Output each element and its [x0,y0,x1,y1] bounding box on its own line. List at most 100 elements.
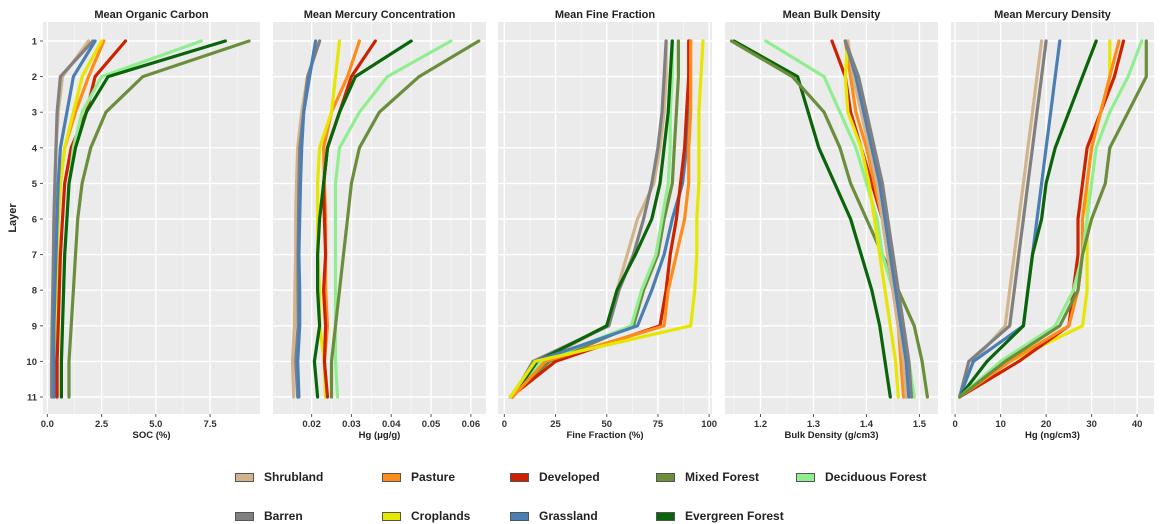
series-line-pasture [957,39,1121,399]
x-tick-label: 20 [1041,419,1052,430]
panel-title: Mean Organic Carbon [94,9,209,21]
legend-swatch-shrubland [235,472,254,482]
series-line-evergreen-forest [732,39,892,399]
panel-mean-fine-fraction: Mean Fine Fraction 0 25 50 75 100 Fine Fractio… [498,9,717,441]
series-line-evergreen-forest [312,39,413,399]
legend-item-grassland: Grassland [510,509,598,523]
x-axis-label: Hg (ng/cm3) [1025,430,1080,441]
panel-background [43,22,260,414]
series-line-evergreen-forest [957,39,1098,399]
x-tick-label: 1.3 [807,419,820,430]
legend-item-evergreen-forest: Evergreen Forest [656,509,784,523]
series-line-barren [957,39,1048,399]
legend-swatch-developed [510,472,529,482]
legend-label-pasture: Pasture [411,470,456,484]
panel-mean-mercury-concentration: Mean Mercury Concentration 0.02 0.03 0.04 0.… [273,9,486,441]
x-tick-label: 0.02 [302,419,321,430]
panel-mean-organic-carbon: Mean Organic Carbon 0.0 2.5 5.0 7.5 SOC (%) 1 2… [26,9,260,441]
legend-label-shrubland: Shrubland [264,470,324,484]
series-line-croplands [508,39,705,399]
x-tick-label: 1.2 [754,419,767,430]
legend-item-deciduous-forest: Deciduous Forest [796,470,926,484]
series-line-mixed-forest [67,39,251,399]
charts-canvas: Layer Mean Organic Carbon 0.0 2.5 5.0 7.5 SOC… [7,9,1154,441]
panel-title: Mean Bulk Density [783,9,882,21]
y-tick-label: 2 [32,72,37,83]
y-tick-label: 7 [32,250,37,261]
series-line-evergreen-forest [59,39,227,399]
y-axis-label: Layer [7,203,19,233]
x-axis-label: Hg (μg/g) [359,430,401,441]
legend-label-deciduous-forest: Deciduous Forest [825,470,927,484]
x-axis-label: Fine Fraction (%) [566,430,643,441]
y-tick-label: 11 [27,393,38,404]
panel-title: Mean Mercury Concentration [304,9,456,21]
x-tick-label: 2.5 [95,419,109,430]
y-tick-label: 1 [32,37,38,48]
legend-label-developed: Developed [539,470,600,484]
series-line-croplands [316,39,342,399]
panel-title: Mean Mercury Density [994,9,1112,21]
legend-swatch-mixed-forest [656,472,675,482]
legend: Shrubland Pasture Developed Mixed Forest… [0,462,1161,524]
legend-item-croplands: Croplands [382,509,470,523]
legend-item-mixed-forest: Mixed Forest [656,470,759,484]
x-tick-label: 40 [1132,419,1143,430]
x-axis-label: Bulk Density (g/cm3) [785,430,879,441]
series-line-grassland [843,39,911,399]
series-line-mixed-forest [729,39,930,399]
x-tick-label: 5.0 [149,419,162,430]
legend-swatch-croplands [382,511,401,521]
series-line-grassland [296,39,318,399]
x-axis-label: SOC (%) [133,430,171,441]
series-line-croplands [843,39,900,399]
x-tick-label: 0.0 [41,419,54,430]
x-tick-label: 1.4 [860,419,874,430]
legend-label-barren: Barren [264,509,303,523]
legend-swatch-barren [235,511,254,521]
legend-label-mixed-forest: Mixed Forest [685,470,760,484]
legend-swatch-pasture [382,472,401,482]
x-tick-label: 10 [995,419,1006,430]
x-tick-label: 50 [601,419,612,430]
x-tick-label: 0.03 [342,419,361,430]
x-tick-label: 100 [701,419,717,430]
legend-swatch-evergreen-forest [656,511,675,521]
y-tick-label: 5 [32,179,38,190]
legend-item-pasture: Pasture [382,470,455,484]
series-line-mixed-forest [957,39,1148,399]
legend-item-shrubland: Shrubland [235,470,323,484]
series-line-barren [843,39,914,399]
legend-label-grassland: Grassland [539,509,598,523]
panel-title: Mean Fine Fraction [555,9,656,21]
y-tick-label: 10 [26,357,37,368]
panel-mean-mercury-density: Mean Mercury Density 0 10 20 30 40 Hg (ng/cm3) [951,9,1154,441]
legend-label-evergreen-forest: Evergreen Forest [685,509,784,523]
y-tick-label: 9 [32,321,37,332]
y-tick-label: 4 [32,143,38,154]
x-tick-label: 0.06 [462,419,481,430]
legend-label-croplands: Croplands [411,509,471,523]
series-line-mixed-forest [329,39,481,399]
series-line-pasture [510,39,693,399]
x-tick-label: 7.5 [203,419,217,430]
x-tick-label: 1.5 [913,419,927,430]
x-tick-label: 25 [550,419,561,430]
series-line-shrubland [846,39,908,399]
series-line-deciduous-forest [957,39,1144,399]
x-tick-label: 75 [653,419,664,430]
legend-swatch-grassland [510,511,529,521]
legend-swatch-deciduous-forest [796,472,815,482]
series-line-grassland [957,39,1062,399]
x-tick-label: 0.05 [422,419,441,430]
series-line-grassland [52,39,97,399]
x-tick-label: 0 [502,419,507,430]
legend-item-barren: Barren [235,509,303,523]
panel-mean-bulk-density: Mean Bulk Density 1.2 1.3 1.4 1.5 Bulk Densit… [725,9,938,441]
x-tick-label: 0 [952,419,957,430]
y-tick-label: 3 [32,108,37,119]
panel-background [273,22,486,414]
x-tick-label: 30 [1086,419,1097,430]
series-line-barren [50,39,95,399]
x-tick-label: 0.04 [382,419,401,430]
